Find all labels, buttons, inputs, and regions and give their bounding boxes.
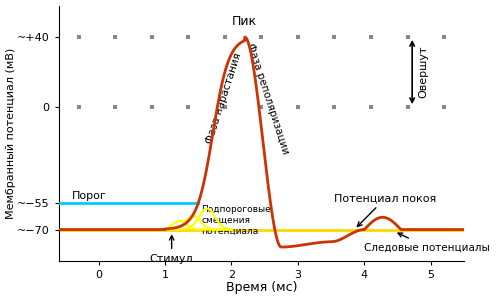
Text: Стимул: Стимул: [150, 236, 194, 264]
Text: Овершут: Овершут: [419, 46, 429, 98]
X-axis label: Время (мс): Время (мс): [226, 281, 297, 294]
Text: Потенциал покоя: Потенциал покоя: [334, 193, 436, 226]
Y-axis label: Мембранный потенциал (мВ): Мембранный потенциал (мВ): [6, 48, 16, 219]
Text: Фаза нарастания: Фаза нарастания: [204, 52, 243, 145]
Text: Подпороговые
смещения
потенциала: Подпороговые смещения потенциала: [202, 205, 272, 236]
Text: Следовые потенциалы: Следовые потенциалы: [364, 233, 490, 252]
Text: Фаза реполяризации: Фаза реполяризации: [246, 41, 290, 155]
Text: Порог: Порог: [72, 191, 107, 201]
Text: Пик: Пик: [232, 15, 258, 28]
